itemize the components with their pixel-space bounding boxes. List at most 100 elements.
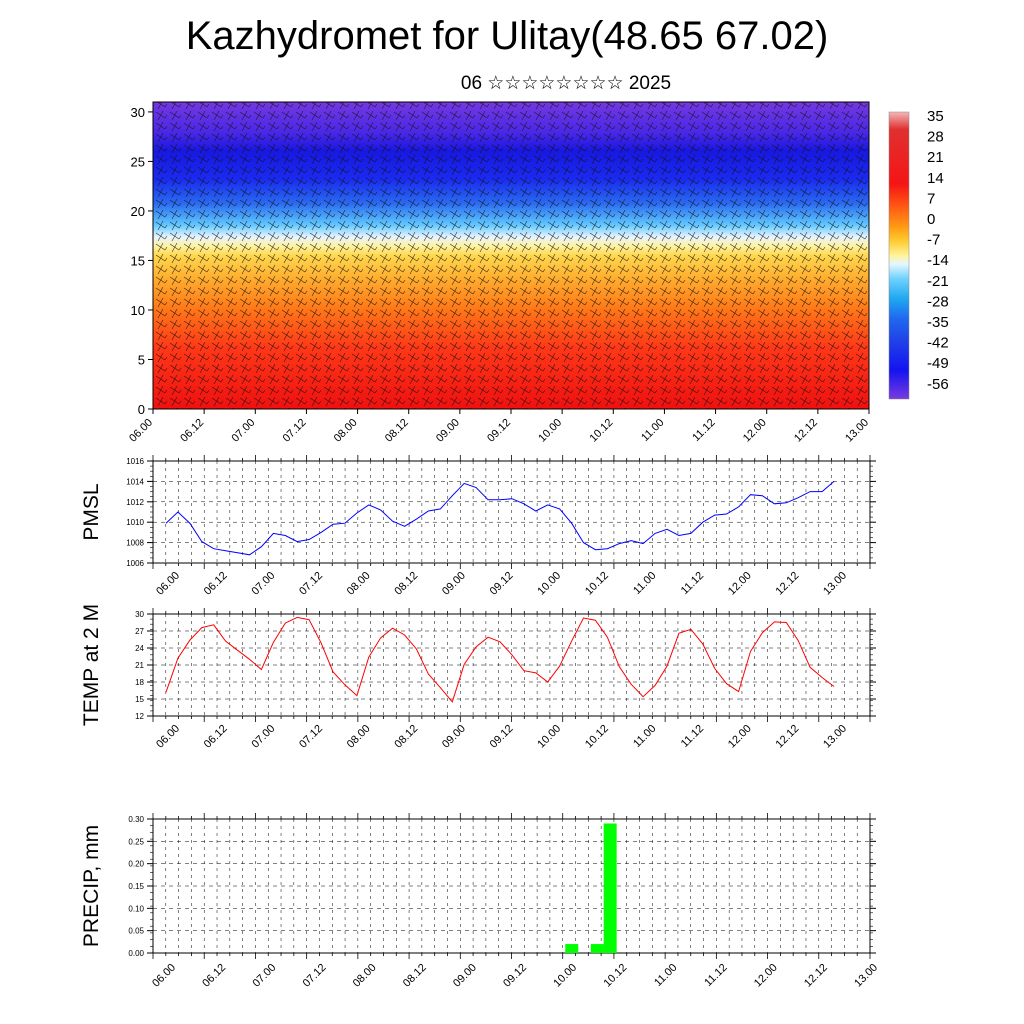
x-tick-label: 07.00 — [249, 570, 277, 598]
y-tick-label: 0.15 — [128, 882, 144, 891]
contour-x-tick-label: 09.00 — [434, 417, 462, 445]
y-tick-label: 30 — [135, 610, 144, 619]
precip-panel-ylabel: PRECIP, mm — [80, 825, 103, 947]
contour-y-tick-label: 15 — [131, 253, 145, 268]
contour-y-axis: 0 5 10 15 20 25 30 — [131, 105, 153, 417]
contour-x-tick-label: 10.12 — [587, 417, 615, 445]
x-tick-label: 06.00 — [150, 962, 178, 990]
colorbar-label: 21 — [927, 149, 944, 166]
x-tick-label: 10.12 — [583, 723, 611, 751]
x-tick-label: 10.00 — [551, 962, 579, 990]
contour-x-tick-label: 11.12 — [690, 417, 717, 444]
x-tick-label: 08.00 — [345, 723, 373, 751]
colorbar-label: -42 — [927, 335, 949, 352]
temp-series-line — [165, 616, 835, 703]
contour-y-tick-label: 30 — [131, 105, 145, 120]
contour-y-tick-label: 0 — [138, 402, 145, 417]
x-tick-label: 07.12 — [297, 570, 325, 598]
contour-x-tick-label: 12.12 — [792, 417, 820, 445]
x-tick-label: 07.00 — [250, 962, 278, 990]
x-tick-label: 08.12 — [401, 962, 429, 990]
precip-panel: 0.00 0.05 0.10 0.15 0.20 0.25 0.30 PRECIP, mm 06… — [80, 813, 880, 990]
x-tick-label: 11.00 — [652, 962, 679, 989]
contour-x-tick-label: 10.00 — [536, 417, 564, 445]
x-tick-label: 12.00 — [752, 962, 780, 990]
colorbar-label: -49 — [927, 355, 949, 372]
x-tick-label: 08.00 — [345, 570, 373, 598]
x-tick-label: 06.12 — [202, 723, 230, 751]
temp-panel: 12 15 18 21 24 27 30 TEMP at 2 M 06.00 06.12 07.00… — [80, 604, 876, 751]
contour-y-tick-label: 20 — [131, 204, 145, 219]
colorbar-legend: 35 28 21 14 7 0 -7 -14 -21 -28 -35 -42 -49 -56 — [888, 108, 949, 400]
x-tick-label: 07.00 — [249, 723, 277, 751]
x-tick-label: 12.12 — [774, 723, 802, 751]
colorbar-label: -56 — [927, 376, 949, 393]
contour-x-tick-label: 09.12 — [485, 417, 513, 445]
wind-barbs-overlay — [153, 102, 869, 409]
x-tick-label: 11.12 — [702, 962, 729, 989]
temp-panel-ylabel: TEMP at 2 M — [80, 604, 103, 726]
x-tick-label: 13.00 — [821, 570, 849, 598]
x-tick-label: 12.12 — [802, 962, 830, 990]
y-tick-label: 0.05 — [128, 927, 144, 936]
y-tick-label: 0.30 — [128, 815, 144, 824]
x-tick-label: 10.12 — [583, 570, 611, 598]
x-tick-label: 12.12 — [774, 570, 802, 598]
colorbar-label: 28 — [927, 129, 944, 146]
colorbar-label: -35 — [927, 314, 949, 331]
x-tick-label: 09.00 — [440, 570, 468, 598]
x-tick-label: 06.00 — [154, 570, 182, 598]
x-tick-label: 08.00 — [351, 962, 379, 990]
contour-x-axis: 06.00 06.12 07.00 07.12 08.00 08.12 09.00 09.12… — [127, 409, 871, 445]
colorbar-label: -21 — [927, 273, 949, 290]
x-tick-label: 12.00 — [726, 723, 754, 751]
precip-bar — [590, 944, 604, 953]
x-tick-label: 07.12 — [297, 723, 325, 751]
contour-x-tick-label: 11.00 — [639, 417, 666, 444]
x-tick-label: 09.00 — [440, 723, 468, 751]
y-tick-label: 0.20 — [128, 860, 144, 869]
x-tick-label: 11.12 — [679, 723, 706, 750]
y-tick-label: 12 — [135, 712, 144, 721]
y-tick-label: 27 — [135, 627, 144, 636]
x-tick-label: 06.00 — [154, 723, 182, 751]
pmsl-panel: 1006 1008 1010 1012 1014 1016 PMSL 06.00 06.12 07… — [80, 455, 876, 598]
x-tick-label: 10.00 — [535, 570, 563, 598]
contour-x-tick-label: 08.12 — [383, 417, 411, 445]
y-tick-label: 1010 — [126, 518, 144, 527]
y-tick-label: 15 — [135, 695, 144, 704]
x-tick-label: 11.00 — [631, 570, 658, 597]
colorbar-label: -7 — [927, 232, 940, 249]
contour-y-tick-label: 25 — [131, 154, 145, 169]
colorbar-label: 0 — [927, 211, 935, 228]
chart-title: Kazhydromet for Ulitay(48.65 67.02) — [185, 14, 829, 58]
x-tick-label: 11.12 — [679, 570, 706, 597]
x-tick-label: 12.00 — [726, 570, 754, 598]
x-tick-label: 09.00 — [451, 962, 479, 990]
contour-x-tick-label: 07.00 — [229, 417, 257, 445]
x-tick-label: 06.12 — [200, 962, 228, 990]
x-tick-label: 09.12 — [501, 962, 529, 990]
colorbar-label: -28 — [927, 293, 949, 310]
colorbar-label: 35 — [927, 108, 944, 125]
y-tick-label: 21 — [135, 661, 144, 670]
x-tick-label: 09.12 — [488, 570, 516, 598]
y-tick-label: 24 — [135, 644, 144, 653]
y-tick-label: 1012 — [126, 498, 144, 507]
y-tick-label: 0.10 — [128, 904, 144, 913]
contour-x-tick-label: 07.12 — [281, 417, 309, 445]
y-tick-label: 0.00 — [128, 949, 144, 958]
contour-x-tick-label: 06.12 — [178, 417, 206, 445]
x-tick-label: 09.12 — [488, 723, 516, 751]
contour-y-tick-label: 10 — [131, 303, 145, 318]
pmsl-series-line — [165, 481, 835, 556]
y-tick-label: 18 — [135, 678, 144, 687]
precip-bar — [603, 823, 617, 953]
precip-bar — [565, 944, 579, 953]
y-tick-label: 0.25 — [128, 837, 144, 846]
y-tick-label: 1016 — [126, 457, 144, 466]
y-tick-label: 1014 — [126, 477, 144, 486]
colorbar-labels: 35 28 21 14 7 0 -7 -14 -21 -28 -35 -42 -49 -56 — [927, 108, 949, 393]
x-tick-label: 08.12 — [392, 570, 420, 598]
colorbar-bar — [888, 111, 910, 400]
